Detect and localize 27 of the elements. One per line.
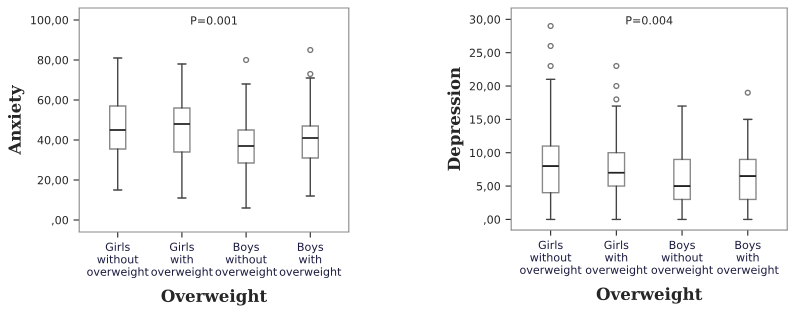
y-tick-label: 30,00: [470, 15, 500, 25]
y-axis-title: Depression: [447, 67, 464, 170]
y-tick-label: 25,00: [470, 48, 500, 58]
x-tick-label: Boys with overweight: [717, 240, 779, 276]
annotation: P=0.004: [626, 16, 672, 25]
x-tick-label: Boys with overweight: [280, 242, 342, 278]
y-tick-label: ,00: [52, 216, 68, 226]
y-tick-label: 10,00: [470, 148, 500, 158]
y-tick-label: 80,00: [38, 56, 68, 66]
annotation: P=0.001: [191, 16, 237, 25]
y-tick-label: 20,00: [38, 176, 68, 186]
y-tick-label: 20,00: [470, 82, 500, 92]
x-tick-label: Girls without overweight: [87, 242, 149, 278]
y-axis-title: Anxiety: [8, 84, 24, 155]
y-tick-label: 5,00: [476, 182, 500, 192]
x-tick-label: Boys without overweight: [216, 242, 277, 278]
x-axis-title: Overweight: [162, 289, 268, 306]
y-tick-label: ,00: [484, 215, 500, 225]
x-tick-label: Boys without overweight: [652, 240, 713, 276]
x-tick-label: Girls with overweight: [151, 242, 213, 278]
x-axis-title: Overweight: [596, 287, 702, 304]
y-tick-label: 40,00: [38, 136, 68, 146]
y-tick-label: 60,00: [38, 96, 68, 106]
y-tick-label: 15,00: [470, 115, 500, 125]
x-tick-label: Girls without overweight: [520, 240, 582, 276]
x-tick-label: Girls with overweight: [586, 240, 648, 276]
y-tick-label: 100,00: [31, 16, 68, 26]
